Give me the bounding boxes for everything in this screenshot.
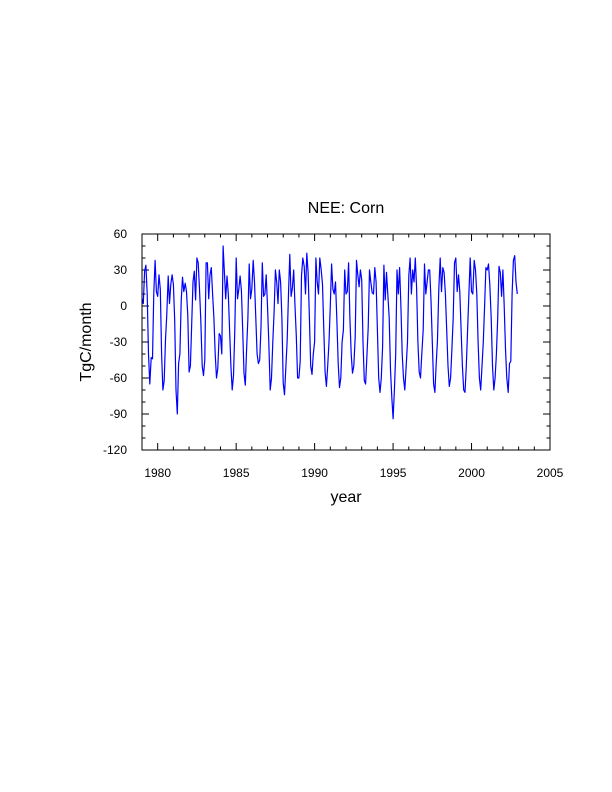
x-tick-label: 1985: [223, 466, 250, 480]
x-tick-label: 1990: [301, 466, 328, 480]
x-axis-title: year: [330, 489, 362, 506]
x-tick-label: 2005: [537, 466, 564, 480]
y-tick-label: -30: [110, 335, 128, 349]
x-tick-label: 1995: [380, 466, 407, 480]
y-tick-label: 60: [114, 227, 128, 241]
y-tick-label: -60: [110, 371, 128, 385]
y-tick-label: 30: [114, 263, 128, 277]
x-tick-label: 2000: [458, 466, 485, 480]
y-axis-title: TgC/month: [78, 302, 95, 381]
x-tick-label: 1980: [144, 466, 171, 480]
y-tick-label: 0: [120, 299, 127, 313]
axis-tick-labels: 1980 1985 1990 1995 2000 2005 -120 -90 -60 -30 0 30…: [103, 227, 564, 480]
nee-series-line: [141, 245, 518, 420]
y-tick-label: -120: [103, 443, 127, 457]
chart-title: NEE: Corn: [308, 200, 384, 217]
y-tick-label: -90: [110, 407, 128, 421]
plot-frame: [141, 233, 551, 451]
